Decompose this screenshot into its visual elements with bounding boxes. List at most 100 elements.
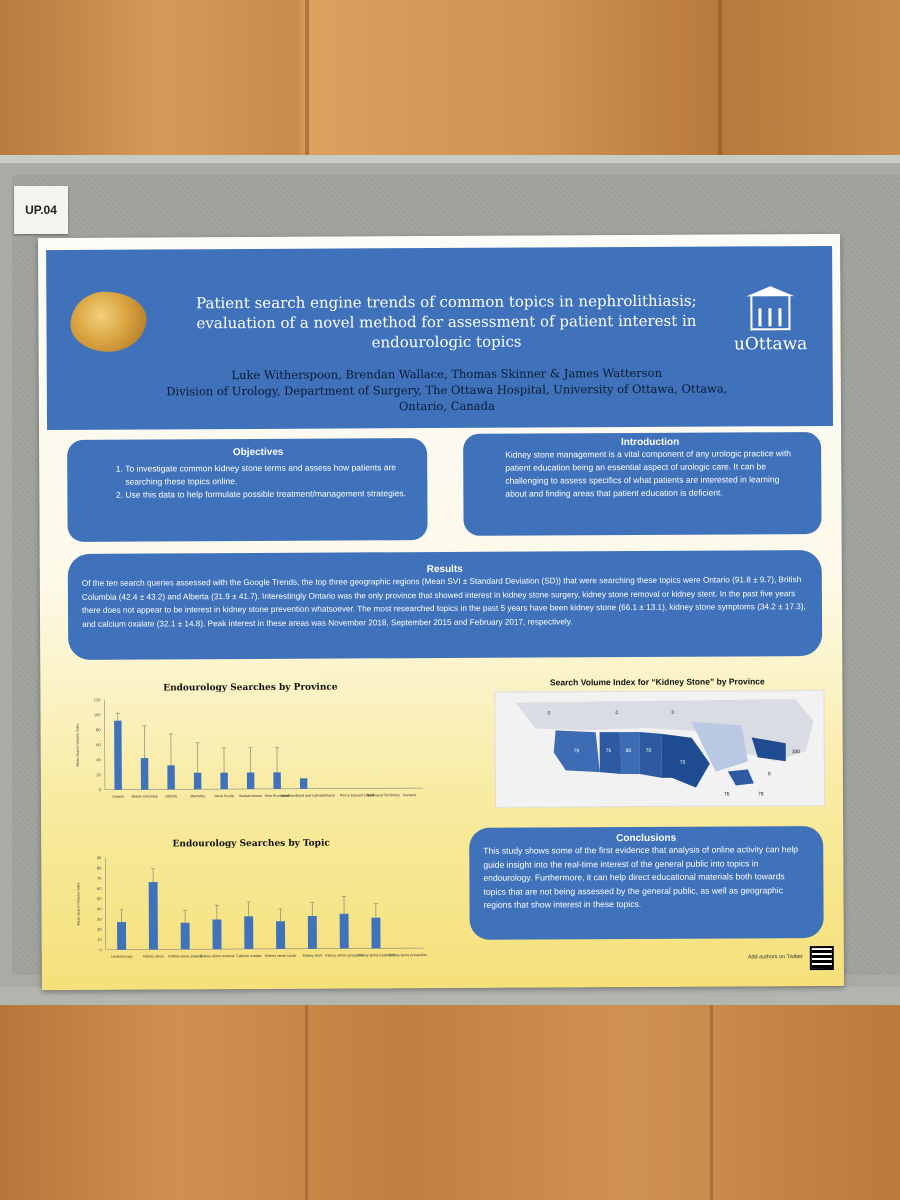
data-bar <box>148 882 158 950</box>
data-bar <box>244 916 254 950</box>
x-tick-label: Calcium oxalate <box>236 954 262 958</box>
province-shape-ab <box>599 732 622 775</box>
map-label: 0 <box>768 771 771 777</box>
map-label: 75 <box>606 748 612 754</box>
y-axis-label: Mean Search Volume Index <box>76 882 80 925</box>
x-axis-line <box>104 787 423 791</box>
map-label: 76 <box>574 748 580 754</box>
poster-title: Patient search engine trends of common t… <box>196 291 697 352</box>
x-tick-label: Northwest Territories <box>367 793 400 797</box>
canada-svi-map: 0 0 0 76 75 80 70 76 100 76 78 0 <box>494 689 826 808</box>
objective-item: Use this data to help formulate possible… <box>125 487 409 501</box>
x-tick-label: Kidney stone symptoms <box>325 953 363 957</box>
y-tick-label: 50 <box>97 896 102 901</box>
twitter-note: Add authors on Twitter <box>747 954 803 961</box>
data-bar <box>117 922 127 950</box>
author-list: Luke Witherspoon, Brendan Wallace, Thoma… <box>231 365 663 383</box>
topic-bar-chart: Mean Search Volume Index 0 10 20 30 40 50 60 70 8… <box>76 855 428 958</box>
research-poster: Patient search engine trends of common t… <box>38 233 844 991</box>
province-shape-maritimes <box>727 769 754 786</box>
results-box: Results Of the ten search queries assess… <box>67 550 823 660</box>
x-axis-line <box>105 947 424 951</box>
topic-chart-title: Endourology Searches by Topic <box>172 838 330 850</box>
x-tick-label: Kidney stone removal <box>200 954 235 958</box>
conclusions-text: This study shows some of the first evide… <box>483 844 799 910</box>
x-tick-label: Saskatchewan <box>239 794 262 798</box>
map-label: 0 <box>672 710 675 716</box>
logo-text: uOttawa <box>733 334 808 355</box>
kidney-stone-image <box>70 291 147 352</box>
x-tick-label: Kidney stone <box>143 954 164 958</box>
map-title: Search Volume Index for “Kidney Stone” b… <box>549 676 765 688</box>
data-bar <box>167 765 175 790</box>
y-tick-label: 40 <box>97 906 102 911</box>
x-tick-label: Kidney stent <box>303 954 323 958</box>
y-axis-label: Mean Search Volume Index <box>76 723 80 766</box>
objective-item: To investigate common kidney stone terms… <box>125 461 409 488</box>
x-tick-label: British Columbia <box>132 794 158 798</box>
x-tick-label: Nunavut <box>403 793 416 797</box>
y-tick-label: 120 <box>94 697 101 702</box>
map-label: 70 <box>646 748 652 754</box>
y-tick-label: 20 <box>97 927 102 932</box>
y-tick-label: 60 <box>97 886 102 891</box>
province-shape-on <box>661 733 710 788</box>
poster-authors: Luke Witherspoon, Brendan Wallace, Thoma… <box>157 364 737 415</box>
y-tick-label: 0 <box>100 947 103 952</box>
map-label: 0 <box>548 710 551 716</box>
board-label: UP.04 <box>14 186 68 234</box>
x-tick-label: Kidney stone prevention <box>389 953 428 957</box>
y-tick-label: 90 <box>97 855 102 860</box>
data-bar <box>371 917 381 949</box>
data-bar <box>339 913 349 949</box>
x-tick-label: New Brunswick <box>265 794 290 798</box>
data-bar <box>193 772 202 790</box>
y-tick-label: 20 <box>96 772 101 777</box>
qr-code-icon[interactable] <box>809 945 834 971</box>
province-shape-mb <box>639 731 662 778</box>
map-label: 100 <box>792 749 801 755</box>
map-label: 80 <box>626 748 632 754</box>
y-tick-label: 80 <box>97 866 102 871</box>
data-bar <box>114 720 122 790</box>
wall-bottom <box>0 1000 900 1200</box>
x-tick-label: Alberta <box>166 794 177 798</box>
conclusions-box: Conclusions This study shows some of the… <box>469 826 824 940</box>
x-tick-label: Kidney stone treatment <box>358 953 395 957</box>
province-shape-bc <box>553 730 600 773</box>
data-bar <box>212 919 222 950</box>
data-bar <box>307 915 317 949</box>
province-bar-chart: Mean Search Volume Index 0 20 40 60 80 100 120 O… <box>76 697 423 799</box>
y-tick-label: 70 <box>97 876 102 881</box>
x-tick-label: Kidney stone cause <box>265 954 296 958</box>
data-bar <box>276 921 286 949</box>
data-bar <box>140 758 149 790</box>
x-tick-label: Ontario <box>112 795 124 799</box>
x-tick-label: Manitoba <box>190 794 205 798</box>
results-text: Of the ten search queries assessed with … <box>81 575 806 629</box>
x-tick-label: Newfoundland and Labrador <box>281 794 327 798</box>
y-tick-label: 40 <box>96 757 101 762</box>
x-tick-label: Kidney stone surgery <box>168 954 202 958</box>
x-tick-label: Yukon <box>325 794 335 798</box>
y-tick-label: 100 <box>94 712 101 717</box>
introduction-box: Introduction Kidney stone management is … <box>463 432 822 536</box>
affiliation: Division of Urology, Department of Surge… <box>166 381 728 414</box>
province-shape-nl <box>751 737 786 762</box>
map-label: 76 <box>680 760 686 766</box>
data-bar <box>220 772 228 790</box>
y-tick-label: 60 <box>96 742 101 747</box>
y-tick-label: 80 <box>96 727 101 732</box>
canada-map-graphic: 0 0 0 76 75 80 70 76 100 76 78 0 <box>515 699 814 798</box>
building-icon <box>750 296 791 331</box>
data-bar <box>180 922 190 950</box>
y-tick-label: 10 <box>97 937 102 942</box>
x-tick-label: Nova Scotia <box>215 794 234 798</box>
objectives-heading: Objectives <box>232 446 284 459</box>
poster-banner: Patient search engine trends of common t… <box>46 245 834 431</box>
data-bar <box>246 772 255 790</box>
y-tick-label: 30 <box>97 917 102 922</box>
province-shape-qc <box>691 721 748 772</box>
data-bar <box>273 772 281 789</box>
data-bar <box>299 778 308 789</box>
